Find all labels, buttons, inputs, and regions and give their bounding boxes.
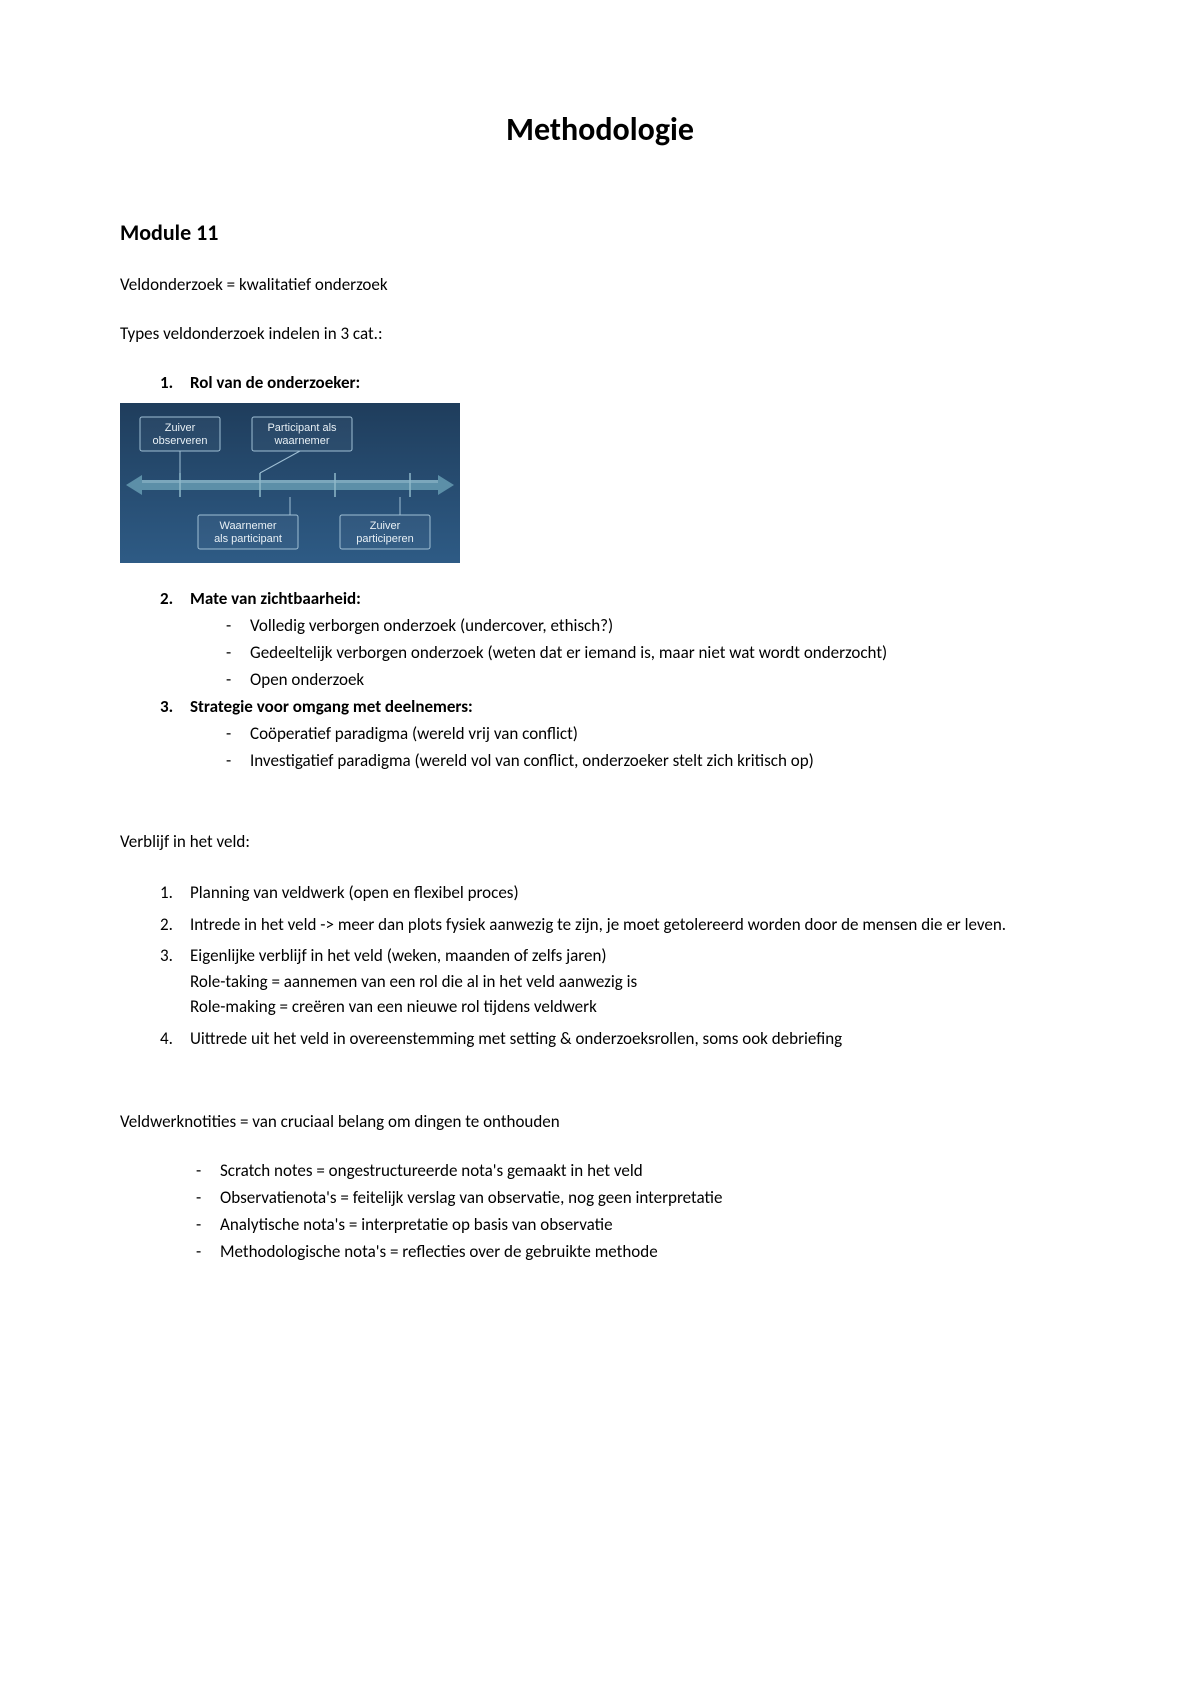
intro-paragraph-1: Veldonderzoek = kwalitatief onderzoek [120, 274, 1080, 295]
category-item-1: 1. Rol van de onderzoeker: [160, 372, 1080, 393]
sub-list: Coöperatief paradigma (wereld vrij van c… [190, 723, 1080, 771]
list-number: 2. [160, 588, 173, 609]
list-item: Analytische nota's = interpretatie op ba… [196, 1214, 1080, 1235]
list-title: Rol van de onderzoeker: [190, 372, 360, 393]
list-item: Volledig verborgen onderzoek (undercover… [226, 615, 1080, 636]
category-list: 1. Rol van de onderzoeker: [120, 372, 1080, 393]
list-number: 1. [160, 880, 173, 906]
list-title: Mate van zichtbaarheid: [190, 588, 361, 609]
page-title: Methodologie [120, 110, 1080, 149]
list-text: Eigenlijke verblijf in het veld (weken, … [190, 945, 607, 966]
list-text-extra: Role-making = creëren van een nieuwe rol… [190, 996, 597, 1017]
svg-text:waarnemer: waarnemer [273, 435, 329, 447]
list-item: Open onderzoek [226, 669, 1080, 690]
list-text: Planning van veldwerk (open en flexibel … [190, 882, 519, 903]
verblijf-heading: Verblijf in het veld: [120, 831, 1080, 852]
list-number: 3. [160, 696, 173, 717]
list-item: Observatienota's = feitelijk verslag van… [196, 1187, 1080, 1208]
list-text: Uittrede uit het veld in overeenstemming… [190, 1028, 842, 1049]
intro-paragraph-2: Types veldonderzoek indelen in 3 cat.: [120, 323, 1080, 344]
svg-text:Waarnemer: Waarnemer [219, 520, 276, 532]
category-item-3: 3. Strategie voor omgang met deelnemers:… [160, 696, 1080, 771]
verblijf-list: 1. Planning van veldwerk (open en flexib… [120, 880, 1080, 1051]
list-item: Gedeeltelijk verborgen onderzoek (weten … [226, 642, 1080, 663]
notities-heading: Veldwerknotities = van cruciaal belang o… [120, 1111, 1080, 1132]
svg-text:Participant als: Participant als [267, 422, 337, 434]
list-number: 3. [160, 943, 173, 969]
list-text: Intrede in het veld -> meer dan plots fy… [190, 914, 1006, 935]
list-item: Methodologische nota's = reflecties over… [196, 1241, 1080, 1262]
notities-list: Scratch notes = ongestructureerde nota's… [120, 1160, 1080, 1262]
svg-text:Zuiver: Zuiver [370, 520, 401, 532]
module-heading: Module 11 [120, 219, 1080, 246]
role-diagram: ZuiverobserverenParticipant alswaarnemer… [120, 403, 1080, 568]
list-number: 2. [160, 912, 173, 938]
role-diagram-svg: ZuiverobserverenParticipant alswaarnemer… [120, 403, 460, 563]
list-item: 1. Planning van veldwerk (open en flexib… [160, 880, 1080, 906]
list-item: 4. Uittrede uit het veld in overeenstemm… [160, 1026, 1080, 1052]
list-title: Strategie voor omgang met deelnemers: [190, 696, 473, 717]
sub-list: Volledig verborgen onderzoek (undercover… [190, 615, 1080, 690]
svg-text:participeren: participeren [356, 533, 413, 545]
list-number: 4. [160, 1026, 173, 1052]
svg-text:als participant: als participant [214, 533, 282, 545]
list-item: Coöperatief paradigma (wereld vrij van c… [226, 723, 1080, 744]
category-item-2: 2. Mate van zichtbaarheid: Volledig verb… [160, 588, 1080, 690]
list-item: Investigatief paradigma (wereld vol van … [226, 750, 1080, 771]
list-item: Scratch notes = ongestructureerde nota's… [196, 1160, 1080, 1181]
list-item: 3. Eigenlijke verblijf in het veld (weke… [160, 943, 1080, 1020]
list-number: 1. [160, 372, 173, 393]
list-text-extra: Role-taking = aannemen van een rol die a… [190, 971, 637, 992]
svg-text:observeren: observeren [152, 435, 207, 447]
list-item: 2. Intrede in het veld -> meer dan plots… [160, 912, 1080, 938]
category-list-cont: 2. Mate van zichtbaarheid: Volledig verb… [120, 588, 1080, 771]
svg-text:Zuiver: Zuiver [165, 422, 196, 434]
